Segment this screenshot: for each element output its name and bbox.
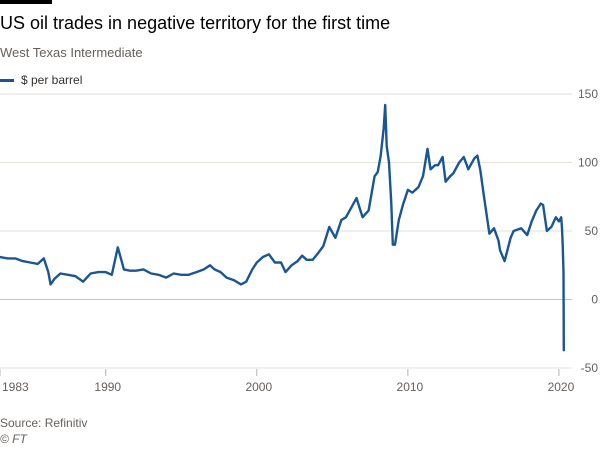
y-tick-label: 150 <box>578 87 598 101</box>
chart-title: US oil trades in negative territory for … <box>0 13 391 33</box>
grid-lines <box>0 93 572 369</box>
y-tick-label: 100 <box>578 156 598 170</box>
x-tick-label: 2010 <box>397 380 424 394</box>
x-tick-label: 2020 <box>548 380 575 394</box>
x-axis-ticks: 1983 1990 2000 2010 2020 <box>0 369 575 394</box>
x-tick-label: 1983 <box>2 380 29 394</box>
legend-swatch <box>0 78 14 82</box>
y-axis-ticks: 150 100 50 0 -50 <box>578 87 598 375</box>
x-tick-label: 1990 <box>94 380 121 394</box>
legend: $ per barrel <box>0 72 82 88</box>
y-tick-label: -50 <box>581 361 599 375</box>
copyright-note: © FT <box>0 432 27 446</box>
chart-subtitle: West Texas Intermediate <box>0 45 143 60</box>
brand-bar <box>0 0 52 4</box>
legend-label: $ per barrel <box>21 73 83 87</box>
x-tick-label: 2000 <box>245 380 272 394</box>
source-note: Source: Refinitiv <box>0 416 88 430</box>
wti-price-line <box>0 103 565 352</box>
y-tick-label: 50 <box>585 224 599 238</box>
y-tick-label: 0 <box>591 293 598 307</box>
